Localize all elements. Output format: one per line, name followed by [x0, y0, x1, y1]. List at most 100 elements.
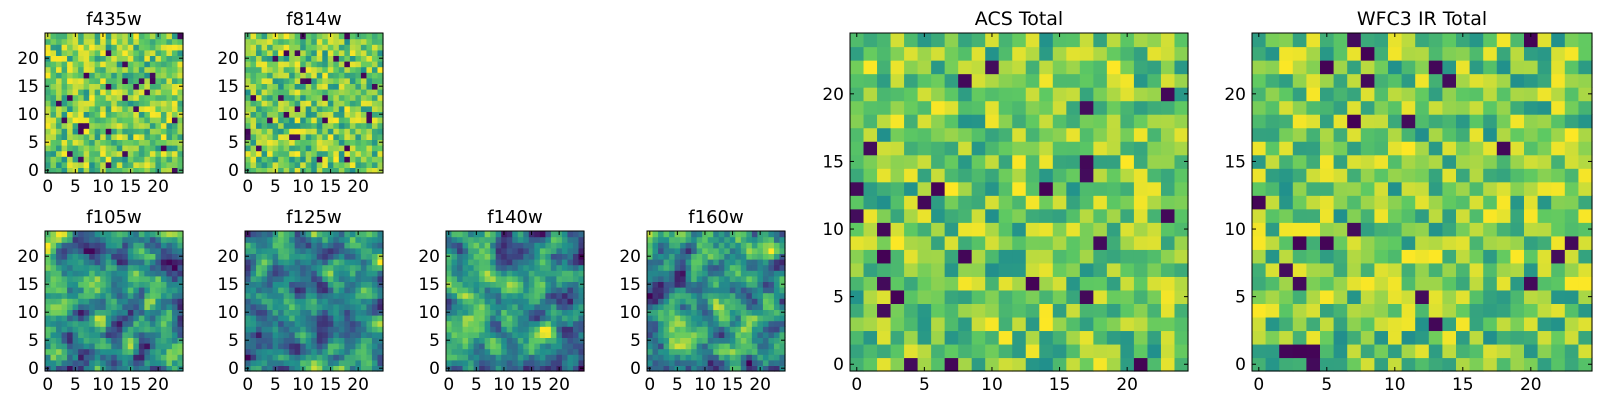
- heatmap-cell: [322, 83, 329, 90]
- heatmap-cell: [484, 281, 491, 288]
- y-tick-label: 0: [429, 359, 440, 379]
- heatmap-cell: [111, 298, 118, 305]
- heatmap-cell: [360, 231, 368, 238]
- heatmap-cell: [127, 264, 134, 271]
- heatmap-cell: [56, 298, 63, 305]
- heatmap-cell: [377, 66, 384, 73]
- heatmap-cell: [138, 100, 145, 107]
- heatmap-cell: [446, 287, 453, 294]
- heatmap-cell: [144, 33, 151, 40]
- heatmap-cell: [166, 72, 173, 79]
- heatmap-cell: [83, 309, 90, 316]
- heatmap-cell: [327, 236, 334, 243]
- heatmap-cell: [506, 231, 513, 238]
- heatmap-cell: [567, 365, 574, 372]
- heatmap-cell: [1320, 222, 1335, 237]
- heatmap-cell: [1415, 208, 1430, 223]
- heatmap-cell: [344, 89, 351, 96]
- heatmap-cell: [355, 343, 362, 350]
- heatmap-cell: [556, 337, 563, 344]
- heatmap-cell: [111, 128, 118, 135]
- heatmap-cell: [451, 242, 458, 249]
- heatmap-cell: [83, 303, 90, 310]
- heatmap-cell: [116, 117, 123, 124]
- heatmap-cell: [768, 292, 775, 299]
- heatmap-cell: [1093, 60, 1108, 75]
- heatmap-cell: [1442, 316, 1457, 332]
- heatmap-cell: [294, 133, 301, 140]
- heatmap-cell: [539, 259, 546, 266]
- heatmap-cell: [647, 275, 654, 282]
- heatmap-cell: [691, 242, 698, 249]
- heatmap-cell: [850, 276, 865, 291]
- heatmap-cell: [111, 61, 118, 68]
- heatmap-cell: [138, 337, 145, 344]
- heatmap-cell: [451, 303, 458, 310]
- heatmap-cell: [89, 122, 96, 129]
- heatmap-cell: [133, 259, 140, 266]
- heatmap-cell: [707, 348, 714, 355]
- heatmap-cell: [523, 331, 530, 338]
- heatmap-cell: [349, 89, 356, 96]
- heatmap-cell: [1496, 222, 1511, 237]
- heatmap-cell: [457, 292, 464, 299]
- heatmap-cell: [1012, 154, 1027, 169]
- heatmap-cell: [457, 337, 464, 344]
- heatmap-cell: [528, 315, 535, 322]
- heatmap-cell: [457, 298, 464, 305]
- heatmap-cell: [1578, 235, 1593, 250]
- heatmap-cell: [1483, 262, 1498, 277]
- heatmap-cell: [116, 298, 123, 305]
- heatmap-cell: [735, 247, 742, 254]
- heatmap-cell: [322, 359, 329, 366]
- heatmap-cell: [545, 259, 552, 266]
- heatmap-cell: [294, 253, 301, 260]
- heatmap-cell: [718, 259, 725, 266]
- heatmap-cell: [272, 359, 279, 366]
- heatmap-cell: [1483, 249, 1498, 264]
- heatmap-cell: [283, 275, 290, 282]
- heatmap-cell: [751, 326, 758, 333]
- heatmap-cell: [349, 139, 356, 146]
- heatmap-cell: [300, 259, 307, 266]
- heatmap-cell: [707, 354, 714, 361]
- heatmap-cell: [72, 270, 79, 277]
- heatmap-cell: [360, 105, 368, 112]
- heatmap-cell: [877, 154, 892, 169]
- heatmap-cell: [561, 242, 569, 249]
- heatmap-cell: [691, 343, 698, 350]
- heatmap-cell: [67, 365, 74, 372]
- heatmap-cell: [245, 259, 252, 266]
- heatmap-cell: [1388, 289, 1403, 304]
- heatmap-cell: [289, 61, 296, 68]
- heatmap-cell: [647, 247, 654, 254]
- heatmap-cell: [904, 141, 919, 156]
- heatmap-cell: [468, 292, 475, 299]
- heatmap-cell: [685, 242, 692, 249]
- heatmap-cell: [349, 359, 356, 366]
- heatmap-cell: [366, 38, 373, 45]
- heatmap-cell: [1106, 181, 1121, 196]
- heatmap-cell: [56, 270, 63, 277]
- heatmap-cell: [300, 44, 307, 51]
- heatmap-cell: [669, 315, 676, 322]
- heatmap-cell: [94, 161, 101, 168]
- heatmap-cell: [729, 270, 736, 277]
- heatmap-cell: [746, 309, 753, 316]
- heatmap-cell: [61, 275, 68, 282]
- heatmap-cell: [56, 111, 63, 118]
- heatmap-cell: [289, 281, 296, 288]
- heatmap-cell: [366, 343, 373, 350]
- heatmap-cell: [133, 264, 140, 271]
- heatmap-cell: [1456, 357, 1471, 372]
- heatmap-cell: [674, 354, 681, 361]
- heatmap-cell: [501, 354, 508, 361]
- heatmap-cell: [366, 33, 373, 40]
- heatmap-cell: [451, 275, 458, 282]
- heatmap-cell: [245, 122, 252, 129]
- heatmap-cell: [360, 281, 368, 288]
- heatmap-cell: [1012, 100, 1027, 115]
- heatmap-cell: [160, 359, 168, 366]
- heatmap-cell: [338, 303, 345, 310]
- heatmap-cell: [89, 77, 96, 84]
